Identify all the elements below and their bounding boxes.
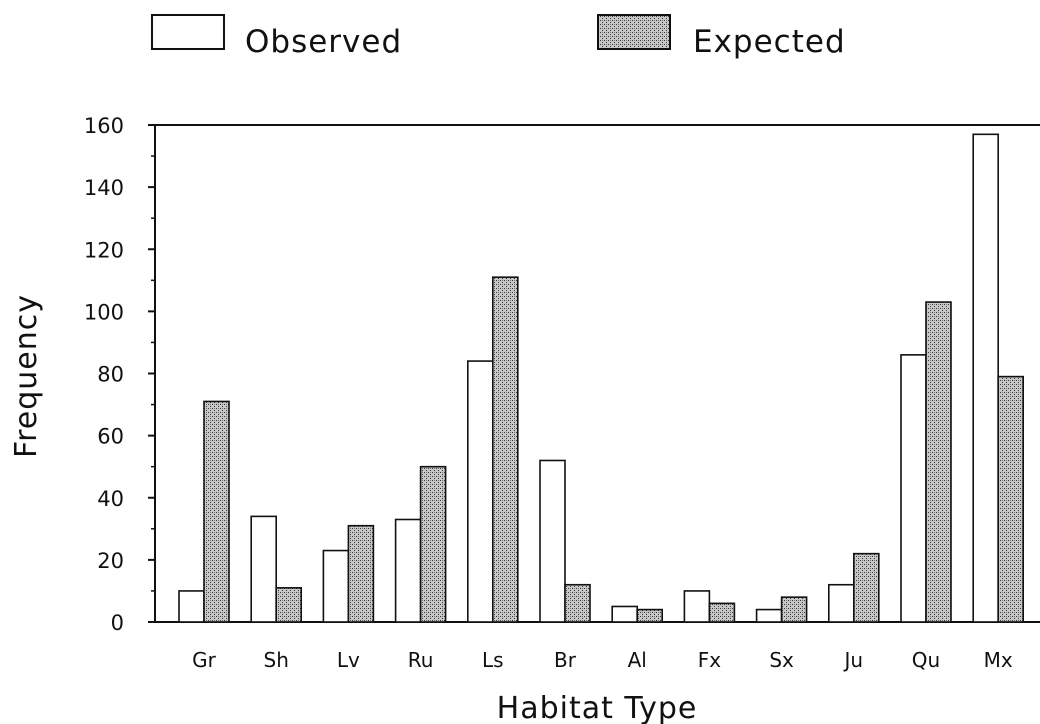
y-tick-label: 100 — [84, 300, 124, 324]
bar-observed-al — [611, 605, 639, 623]
bar-observed-sh — [250, 515, 277, 623]
legend-swatch-observed — [151, 14, 225, 50]
legend: Observed Expected — [151, 14, 846, 60]
x-axis-title: Habitat Type — [497, 691, 698, 724]
bar-observed-fx — [683, 590, 711, 623]
y-tick-label: 60 — [97, 425, 124, 449]
bar-expected-ls — [491, 276, 519, 623]
x-axis-category-labels: Gr Sh Lv Ru Ls Br Al Fx Sx Ju Qu Mx — [192, 648, 1013, 672]
y-axis-ticks: 0 20 40 60 80 100 120 140 160 — [84, 114, 155, 635]
bar-observed-ru — [394, 518, 422, 623]
bar-expected-fx — [708, 602, 736, 623]
y-axis-title: Frequency — [9, 294, 44, 458]
bar-expected-ju — [852, 552, 880, 623]
x-tick-label-sh: Sh — [264, 648, 289, 672]
x-tick-label-ru: Ru — [408, 648, 434, 672]
bar-expected-sh — [275, 587, 303, 623]
x-tick-label-sx: Sx — [769, 648, 794, 672]
legend-swatch-expected — [597, 14, 671, 50]
bar-expected-gr — [203, 400, 230, 623]
x-tick-label-lv: Lv — [337, 648, 360, 672]
x-tick-label-ju: Ju — [843, 648, 864, 672]
bar-observed-ju — [827, 583, 855, 623]
y-tick-label: 80 — [97, 363, 124, 387]
y-tick-label: 0 — [111, 611, 124, 635]
x-tick-label-al: Al — [628, 648, 647, 672]
bar-observed-mx — [972, 133, 1000, 623]
bar-expected-mx — [997, 375, 1025, 623]
legend-label-observed: Observed — [245, 24, 402, 60]
x-tick-label-mx: Mx — [984, 648, 1013, 672]
y-tick-label: 140 — [84, 176, 124, 200]
y-tick-label: 120 — [84, 238, 124, 262]
x-tick-label-ls: Ls — [482, 648, 504, 672]
bar-observed-br — [539, 459, 566, 623]
bars-layer — [178, 133, 1025, 623]
x-tick-label-br: Br — [554, 648, 577, 672]
bar-expected-qu — [925, 301, 952, 623]
bar-expected-lv — [347, 524, 375, 623]
bar-observed-lv — [322, 549, 350, 623]
y-tick-label: 20 — [97, 549, 124, 573]
bar-observed-sx — [755, 608, 783, 623]
bar-expected-ru — [419, 465, 447, 623]
bar-expected-sx — [780, 596, 808, 623]
x-tick-label-qu: Qu — [912, 648, 940, 672]
bar-observed-gr — [178, 590, 205, 623]
y-tick-label: 160 — [84, 114, 124, 138]
bar-expected-br — [564, 583, 591, 623]
y-tick-label: 40 — [97, 487, 124, 511]
bar-observed-qu — [900, 354, 927, 623]
bar-observed-ls — [466, 360, 494, 623]
legend-label-expected: Expected — [693, 24, 846, 60]
bar-expected-al — [636, 608, 664, 623]
x-tick-label-fx: Fx — [698, 648, 722, 672]
x-tick-label-gr: Gr — [192, 648, 216, 672]
